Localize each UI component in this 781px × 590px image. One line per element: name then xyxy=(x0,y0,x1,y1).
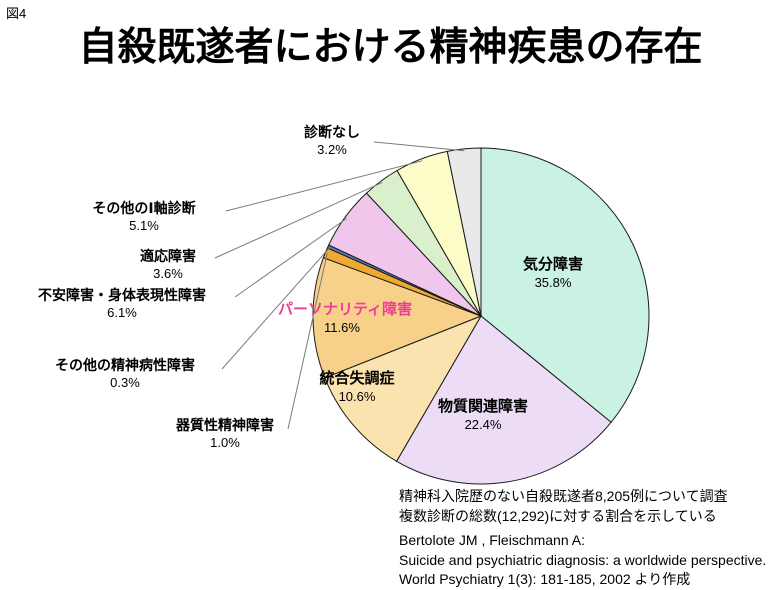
label-substance-related: 物質関連障害 22.4% xyxy=(416,398,550,433)
label-mood-disorder: 気分障害 35.8% xyxy=(498,256,608,291)
label-other-axis1-name: その他のⅠ軸診断 xyxy=(92,200,196,216)
figure-number: 図4 xyxy=(6,6,27,21)
label-other-psychotic-name: その他の精神病性障害 xyxy=(55,357,195,373)
label-anxiety-somatoform-name: 不安障害・身体表現性障害 xyxy=(38,287,206,303)
label-no-diagnosis-name: 診断なし xyxy=(304,124,360,140)
label-no-diagnosis: 診断なし 3.2% xyxy=(287,124,377,158)
pie-slice-0 xyxy=(480,147,650,424)
label-schizophrenia-pct: 10.6% xyxy=(338,388,376,404)
label-substance-related-name: 物質関連障害 xyxy=(437,398,528,415)
label-organic-mental: 器質性精神障害 1.0% xyxy=(160,417,290,451)
leader-line-6 xyxy=(234,217,347,298)
label-mood-disorder-pct: 35.8% xyxy=(534,274,572,290)
label-anxiety-somatoform: 不安障害・身体表現性障害 6.1% xyxy=(8,287,236,321)
label-anxiety-somatoform-pct: 6.1% xyxy=(107,304,137,320)
page-title: 自殺既遂者における精神疾患の存在 xyxy=(78,26,703,69)
label-other-psychotic: その他の精神病性障害 0.3% xyxy=(25,357,225,391)
pie-slice-1 xyxy=(395,315,612,485)
label-no-diagnosis-pct: 3.2% xyxy=(317,141,347,157)
label-adjustment-disorder-name: 適応障害 xyxy=(140,248,196,264)
leader-line-7 xyxy=(214,182,383,259)
citation-authors: Bertolote JM , Fleischmann A: xyxy=(399,532,585,549)
label-organic-mental-pct: 1.0% xyxy=(210,434,240,450)
label-personality-disorder-pct: 11.6% xyxy=(324,319,360,335)
label-schizophrenia-name: 統合失調症 xyxy=(319,370,395,387)
pie-slice-2 xyxy=(324,315,483,462)
leader-line-8 xyxy=(225,160,423,212)
label-other-axis1: その他のⅠ軸診断 5.1% xyxy=(60,200,228,234)
note-survey-line2: 複数診断の総数(12,292)に対する割合を示している xyxy=(399,507,717,524)
label-schizophrenia: 統合失調症 10.6% xyxy=(303,370,411,405)
leader-line-4 xyxy=(287,253,328,430)
citation-journal: World Psychiatry 1(3): 181-185, 2002 より作… xyxy=(399,571,691,588)
label-mood-disorder-name: 気分障害 xyxy=(522,256,583,273)
citation-title: Suicide and psychiatric diagnosis: a wor… xyxy=(399,551,767,568)
label-adjustment-disorder: 適応障害 3.6% xyxy=(118,248,218,282)
note-survey-line1: 精神科入院歴のない自殺既遂者8,205例について調査 xyxy=(399,488,728,504)
label-adjustment-disorder-pct: 3.6% xyxy=(153,265,183,281)
label-organic-mental-name: 器質性精神障害 xyxy=(176,417,274,433)
label-other-axis1-pct: 5.1% xyxy=(129,217,159,233)
label-personality-disorder: パーソナリティ障害 11.6% xyxy=(278,301,413,336)
label-other-psychotic-pct: 0.3% xyxy=(110,374,140,390)
pie-slice-9 xyxy=(446,147,482,317)
label-personality-disorder-name: パーソナリティ障害 xyxy=(278,301,413,318)
label-substance-related-pct: 22.4% xyxy=(464,416,502,432)
leader-line-5 xyxy=(221,246,331,370)
leader-line-9 xyxy=(373,141,465,152)
source-notes: 精神科入院歴のない自殺既遂者8,205例について調査 複数診断の総数(12,29… xyxy=(399,487,766,590)
